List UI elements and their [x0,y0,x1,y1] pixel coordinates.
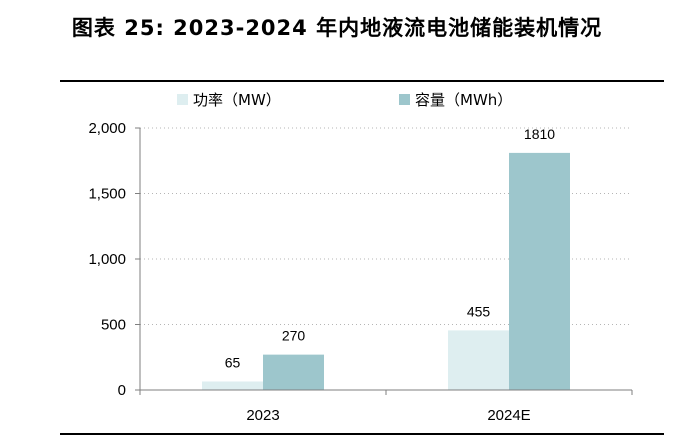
bar-2023-series2 [263,354,324,390]
x-tick-label: 2024E [487,407,530,424]
x-tick-label: 2023 [246,407,279,424]
y-tick-label: 500 [101,317,126,334]
chart-title: 图表 25: 2023-2024 年内地液流电池储能装机情况 [71,16,603,40]
bar-2024E-series1 [448,330,509,390]
legend: 功率（MW） 容量（MWh） [177,91,512,109]
legend-swatch [399,94,410,105]
data-label: 270 [282,328,306,344]
data-labels: 65 270 455 1810 [225,126,556,371]
legend-label: 功率（MW） [193,91,281,109]
data-label: 65 [225,354,241,370]
y-tick-label: 2,000 [88,120,126,137]
y-axis: 0 500 1,000 1,500 2,000 [88,120,141,399]
bars [202,152,570,390]
y-tick-label: 1,000 [88,251,126,268]
y-tick-label: 1,500 [88,186,126,203]
x-axis: 2023 2024E [139,389,633,424]
bar-2023-series1 [202,381,263,390]
top-rule [60,80,664,82]
legend-label: 容量（MWh） [415,91,512,109]
legend-swatch [177,94,188,105]
y-tick-label: 0 [118,382,126,399]
data-label: 1810 [524,126,555,142]
data-label: 455 [467,303,491,319]
bar-2024E-series2 [509,152,570,390]
bottom-rule [60,433,664,435]
